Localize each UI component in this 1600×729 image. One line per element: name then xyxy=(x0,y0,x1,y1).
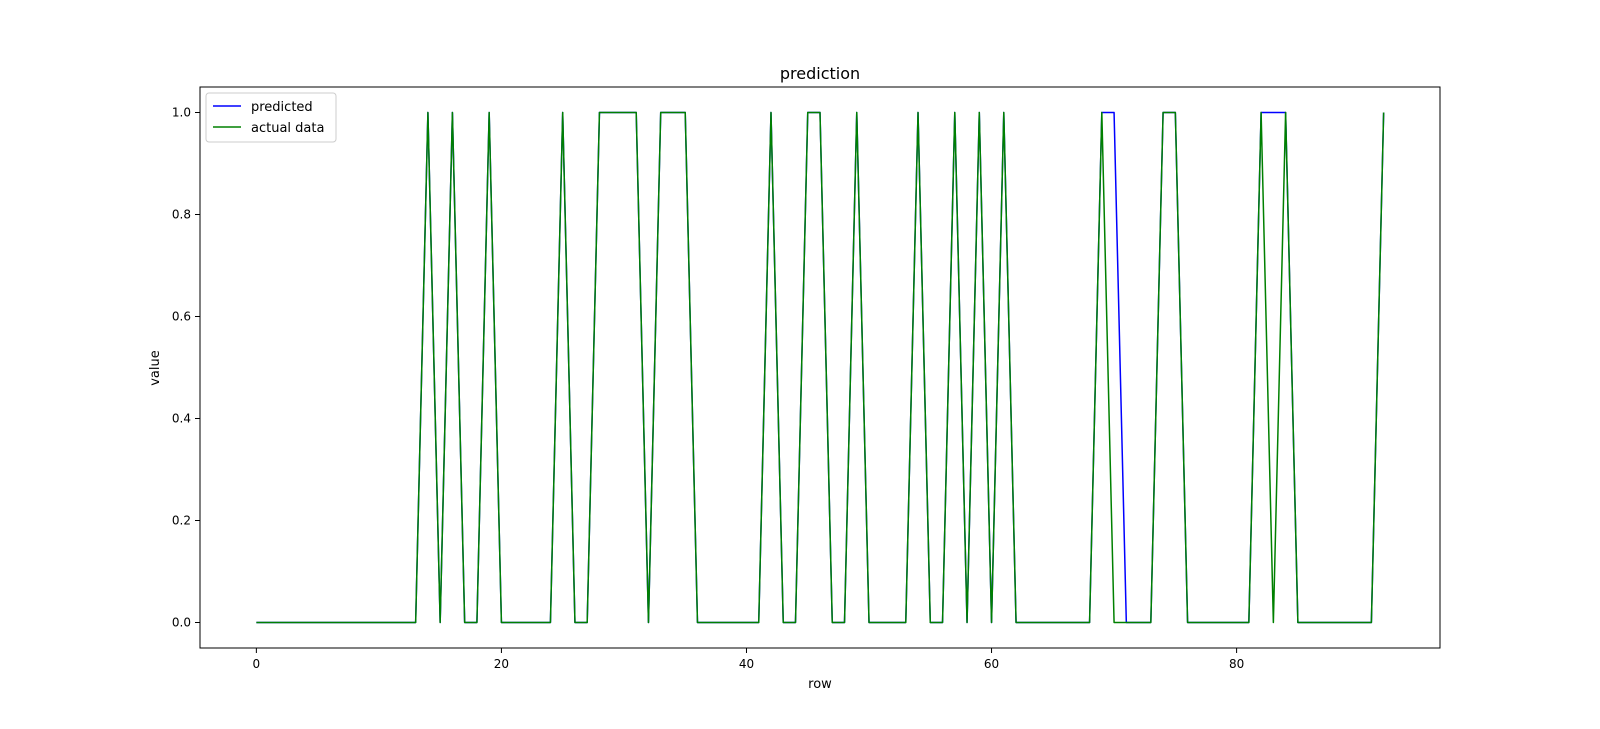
y-tick-label: 0.0 xyxy=(172,616,191,630)
legend-label-actual-data: actual data xyxy=(251,121,324,136)
y-tick-label: 0.2 xyxy=(172,514,191,528)
y-axis-label: value xyxy=(148,350,163,386)
y-tick-label: 0.6 xyxy=(172,310,191,324)
series-line-actual-data xyxy=(256,111,1385,624)
plot-area xyxy=(200,87,1440,648)
x-tick-label: 20 xyxy=(494,657,509,671)
legend: predicted actual data xyxy=(205,92,337,143)
x-axis-label: row xyxy=(808,677,832,692)
x-axis-ticks: 0 20 40 60 80 xyxy=(253,648,1244,671)
y-tick-label: 1.0 xyxy=(172,106,191,120)
y-tick-label: 0.8 xyxy=(172,208,191,222)
chart-title: prediction xyxy=(780,64,860,83)
x-tick-label: 80 xyxy=(1229,657,1244,671)
y-axis-ticks: 0.0 0.2 0.4 0.6 0.8 1.0 xyxy=(172,106,200,630)
x-tick-label: 40 xyxy=(739,657,754,671)
x-tick-label: 60 xyxy=(984,657,999,671)
x-tick-label: 0 xyxy=(253,657,261,671)
legend-label-predicted: predicted xyxy=(251,100,313,115)
y-tick-label: 0.4 xyxy=(172,412,191,426)
plot-frame xyxy=(199,86,1441,649)
series-lines xyxy=(256,111,1385,624)
